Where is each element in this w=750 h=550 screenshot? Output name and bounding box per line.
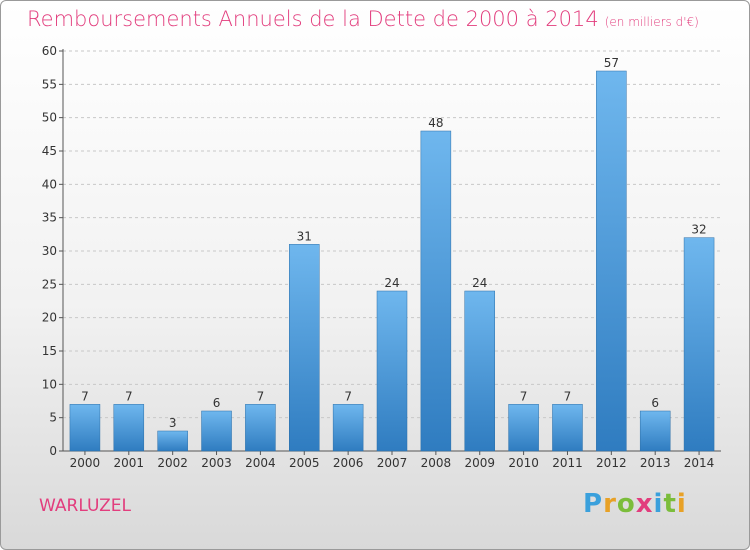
bar-2005 — [289, 244, 320, 452]
data-label-2014: 32 — [691, 223, 706, 237]
bars — [69, 70, 715, 452]
logo-letter: x — [635, 489, 654, 519]
y-tick-label: 45 — [42, 144, 57, 158]
data-label-2004: 7 — [257, 389, 265, 403]
chart-unit: (en milliers d'€) — [604, 15, 699, 29]
x-tick-label: 2001 — [114, 456, 145, 470]
x-tick-label: 2010 — [508, 456, 539, 470]
y-tick-label: 50 — [42, 111, 57, 125]
data-label-2008: 48 — [428, 116, 443, 130]
x-tick-label: 2009 — [464, 456, 495, 470]
data-label-2009: 24 — [472, 276, 487, 290]
data-label-2011: 7 — [564, 389, 572, 403]
data-label-2000: 7 — [81, 389, 89, 403]
bar-2008 — [420, 130, 452, 452]
bar-2006 — [332, 404, 364, 452]
bar-2001 — [113, 404, 145, 452]
y-tick-label: 15 — [42, 344, 57, 358]
y-tick-label: 40 — [42, 177, 57, 191]
logo-letter: r — [603, 489, 617, 519]
bar-2014 — [683, 237, 715, 452]
data-label-2003: 6 — [213, 396, 221, 410]
data-labels: 7 7 3 6 7 31 7 24 48 24 7 7 57 6 32 — [81, 56, 707, 430]
bar-2003 — [201, 410, 232, 452]
y-tick-label: 60 — [42, 44, 57, 58]
data-label-2010: 7 — [520, 389, 528, 403]
logo-letter: t — [663, 489, 677, 519]
y-tick-label: 30 — [42, 244, 57, 258]
x-tick-label: 2008 — [421, 456, 452, 470]
logo-letter: P — [583, 489, 604, 519]
data-label-2005: 31 — [297, 229, 312, 243]
x-tick-label: 2012 — [596, 456, 627, 470]
y-tick-label: 25 — [42, 277, 57, 291]
x-tick-label: 2005 — [289, 456, 320, 470]
x-tick-label: 2006 — [333, 456, 364, 470]
data-label-2002: 3 — [169, 416, 177, 430]
data-label-2007: 24 — [384, 276, 399, 290]
logo-letter: i — [676, 489, 687, 519]
bar-2004 — [245, 404, 276, 452]
x-tick-label: 2002 — [157, 456, 188, 470]
bar-2012 — [596, 70, 627, 452]
x-tick-label: 2004 — [245, 456, 276, 470]
x-tick-label: 2000 — [70, 456, 101, 470]
bar-2010 — [508, 404, 539, 452]
data-label-2001: 7 — [125, 389, 133, 403]
y-tick-label: 20 — [42, 311, 57, 325]
bar-2007 — [376, 290, 408, 452]
bar-2011 — [552, 404, 583, 452]
logo-letter: o — [616, 489, 636, 519]
chart-title: Remboursements Annuels de la Dette de 20… — [27, 7, 699, 31]
bar-2002 — [157, 430, 188, 452]
x-tick-label: 2011 — [552, 456, 583, 470]
y-tick-label: 0 — [49, 444, 57, 458]
data-label-2012: 57 — [604, 56, 619, 70]
y-tick-label: 35 — [42, 211, 57, 225]
y-tick-label: 10 — [42, 377, 57, 391]
y-tick-label: 55 — [42, 77, 57, 91]
logo-letter: i — [653, 489, 664, 519]
x-tick-label: 2003 — [201, 456, 232, 470]
x-tick-label: 2014 — [684, 456, 715, 470]
bar-2000 — [69, 404, 101, 452]
y-tick-label: 5 — [49, 411, 57, 425]
x-tick-label: 2013 — [640, 456, 671, 470]
proxiti-logo[interactable]: Proxiti — [583, 489, 687, 519]
data-label-2006: 7 — [344, 389, 352, 403]
commune-name: WARLUZEL — [39, 496, 131, 516]
chart-title-text: Remboursements Annuels de la Dette de 20… — [27, 7, 599, 31]
bar-2013 — [639, 410, 671, 452]
bar-2009 — [464, 290, 495, 452]
data-label-2013: 6 — [651, 396, 659, 410]
x-tick-label: 2007 — [377, 456, 408, 470]
